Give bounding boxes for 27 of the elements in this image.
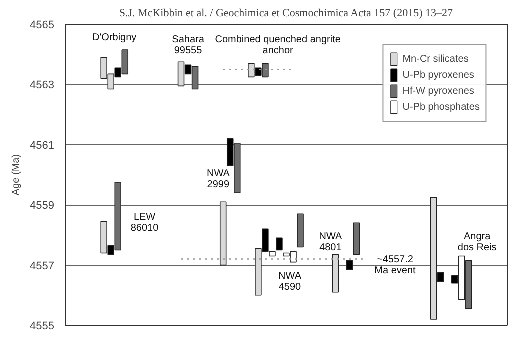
annotation: D'Orbigny: [92, 32, 137, 44]
bar: [346, 260, 354, 270]
bar: [332, 254, 339, 293]
bar: [353, 222, 360, 256]
legend-label: U-Pb pyroxenes: [402, 70, 474, 80]
annotation: NWA 4590: [278, 270, 302, 293]
annotation: NWA 2999: [206, 168, 230, 191]
annotation: Angra dos Reis: [458, 232, 497, 254]
y-tick-label: 4563: [30, 80, 55, 92]
legend-label: Hf-W pyroxenes: [402, 86, 474, 96]
bar: [220, 202, 227, 266]
annotation: Sahara 99555: [172, 34, 205, 57]
y-tick-label: 4565: [30, 20, 55, 32]
bar: [297, 214, 304, 248]
bar: [276, 238, 283, 251]
legend-label: Mn-Cr silicates: [402, 54, 469, 64]
chart-title: S.J. McKibbin et al. / Geochimica et Cosmochimica Acta 157 (2015) 13–27: [119, 8, 454, 20]
annotation: ~4557.2 Ma event: [374, 254, 416, 276]
y-tick-label: 4561: [30, 140, 55, 152]
y-tick-label: 4557: [30, 260, 55, 272]
annotation: Combined quenched angrite anchor: [215, 34, 342, 57]
annotation: LEW 86010: [130, 212, 160, 234]
legend-label: U-Pb phosphates: [402, 102, 480, 112]
y-tick-label: 4555: [30, 320, 55, 332]
y-axis-title: Age (Ma): [11, 154, 22, 196]
y-tick-label: 4559: [30, 200, 55, 212]
annotation: NWA 4801: [319, 232, 343, 254]
